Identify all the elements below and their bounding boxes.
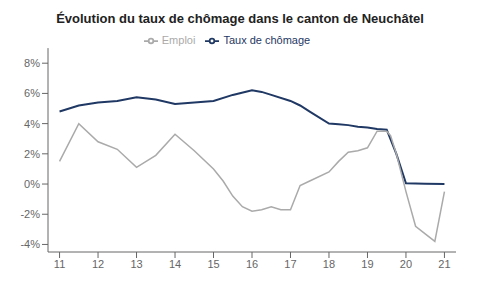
svg-text:16: 16 — [246, 258, 258, 270]
svg-text:-4%: -4% — [20, 238, 40, 250]
svg-text:4%: 4% — [24, 118, 40, 130]
svg-text:21: 21 — [438, 258, 450, 270]
svg-text:20: 20 — [400, 258, 412, 270]
svg-text:8%: 8% — [24, 57, 40, 69]
svg-text:2%: 2% — [24, 148, 40, 160]
svg-text:6%: 6% — [24, 87, 40, 99]
svg-text:12: 12 — [92, 258, 104, 270]
svg-text:13: 13 — [130, 258, 142, 270]
svg-text:11: 11 — [54, 258, 65, 270]
svg-text:14: 14 — [169, 258, 181, 270]
svg-text:17: 17 — [284, 258, 296, 270]
svg-text:19: 19 — [361, 258, 373, 270]
svg-text:18: 18 — [323, 258, 335, 270]
svg-text:-2%: -2% — [20, 208, 40, 220]
svg-text:15: 15 — [207, 258, 219, 270]
svg-text:0%: 0% — [24, 178, 40, 190]
html-text:Évolution du taux de chômage d: Évolution du taux de chômage dans le can… — [56, 11, 424, 26]
html-text:Taux de chômage: Taux de chômage — [223, 34, 311, 46]
html-text:Emploi: Emploi — [161, 34, 196, 46]
